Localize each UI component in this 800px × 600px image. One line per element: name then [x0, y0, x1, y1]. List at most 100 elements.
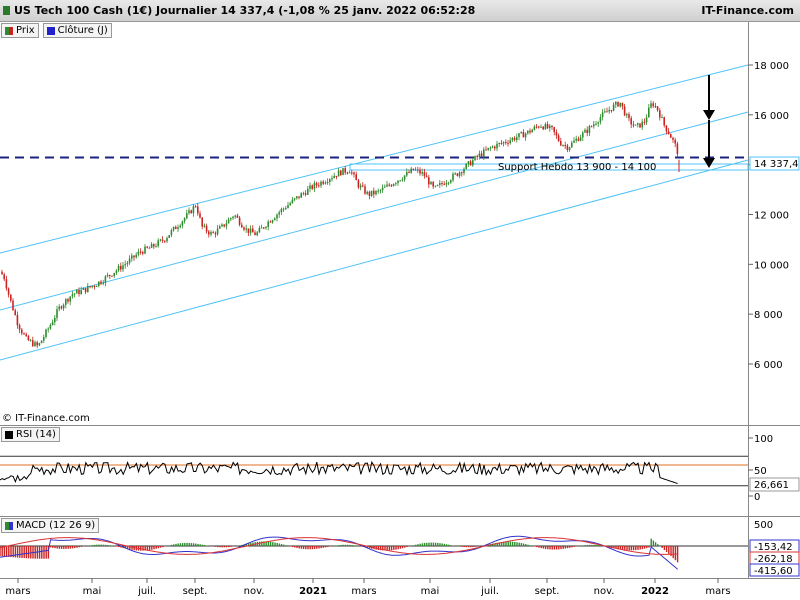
candle-body: [276, 214, 278, 219]
macd-bar: [329, 546, 331, 547]
macd-bar: [148, 546, 151, 551]
macd-bar: [107, 545, 109, 546]
candle-body: [197, 206, 199, 214]
candle-body: [280, 208, 283, 213]
candle-body: [401, 179, 404, 181]
candle-body: [474, 156, 476, 161]
candle-body: [95, 285, 98, 287]
macd-bar: [538, 546, 540, 548]
candle-body: [326, 181, 329, 183]
chart-header: US Tech 100 Cash (1€) Journalier 14 337,…: [0, 0, 800, 22]
candle-body: [355, 174, 357, 181]
candle-body: [364, 186, 366, 194]
candle-body: [100, 281, 102, 284]
macd-bar: [335, 545, 338, 546]
candle-body: [392, 184, 395, 187]
legend-item-close[interactable]: Clôture (J): [42, 23, 112, 38]
candle-body: [29, 340, 32, 342]
candle-body: [300, 193, 302, 198]
candle-body: [518, 133, 520, 138]
price-legend: Prix Clôture (J): [1, 23, 112, 38]
candle-body: [395, 183, 397, 185]
macd-bar: [494, 543, 496, 546]
candle-body: [84, 288, 87, 293]
candle-body: [509, 140, 511, 144]
rsi-label-box[interactable]: RSI (14): [1, 427, 60, 442]
candle-body: [584, 129, 586, 133]
macd-bar: [441, 543, 443, 546]
macd-bar: [617, 546, 619, 549]
candle-body: [643, 121, 646, 123]
candle-body: [111, 275, 113, 277]
candle-body: [133, 255, 135, 258]
candles: [1, 100, 679, 349]
y-tick-label: 16 000: [754, 111, 789, 122]
macd-bar: [232, 546, 234, 547]
candle-body: [234, 215, 236, 217]
legend-item-price[interactable]: Prix: [1, 23, 39, 38]
macd-bar: [144, 546, 146, 551]
candle-body: [150, 244, 153, 248]
candle-body: [575, 138, 577, 141]
candle-body: [612, 104, 615, 111]
macd-bar: [269, 541, 272, 546]
candle-body: [485, 149, 487, 151]
candle-body: [555, 132, 558, 136]
candle-body: [623, 106, 626, 116]
candle-body: [419, 169, 421, 174]
macd-bar: [665, 546, 668, 552]
macd-bar: [382, 546, 384, 551]
candle-body: [142, 251, 144, 254]
candle-body: [645, 117, 648, 123]
candle-body: [342, 168, 344, 176]
macd-label-box[interactable]: MACD (12 26 9): [1, 518, 100, 533]
candle-body: [238, 217, 241, 225]
candle-body: [60, 306, 63, 309]
candle-body: [285, 208, 287, 210]
candle-body: [610, 109, 613, 111]
macd-bar: [412, 545, 415, 546]
macd-bar: [388, 546, 391, 551]
candle-body: [630, 118, 632, 125]
macd-bar: [463, 546, 465, 548]
candle-body: [604, 111, 606, 113]
candle-body: [621, 102, 624, 107]
macd-tick-label: 500: [754, 520, 773, 531]
macd-bar: [621, 546, 624, 550]
macd-bar: [12, 546, 14, 558]
macd-bar: [19, 546, 21, 558]
macd-bar: [21, 546, 23, 558]
macd-bar: [38, 546, 41, 559]
candle-body: [225, 223, 228, 227]
candle-body: [331, 178, 333, 180]
macd-bar: [155, 546, 157, 549]
macd-bar: [450, 545, 452, 546]
macd-bar: [549, 546, 551, 550]
macd-bar: [168, 545, 171, 546]
candle-body: [155, 246, 157, 248]
candle-body: [549, 125, 551, 129]
macd-bar: [56, 546, 58, 549]
candle-body: [588, 126, 591, 134]
candle-body: [577, 138, 580, 141]
candle-body: [608, 109, 610, 112]
macd-bar: [309, 546, 311, 550]
candle-body: [67, 299, 69, 302]
macd-bar: [170, 544, 173, 546]
candle-body: [535, 126, 538, 128]
candle-body: [120, 265, 122, 270]
candle-body: [241, 224, 243, 228]
brand-label[interactable]: IT-Finance.com: [701, 4, 794, 17]
macd-bar: [630, 546, 633, 551]
candle-body: [76, 289, 78, 294]
trend-channel-line: [0, 111, 749, 311]
candle-body: [183, 218, 186, 222]
candle-body: [51, 322, 54, 325]
macd-bar: [65, 546, 67, 549]
macd-bar: [318, 546, 320, 549]
candle-body: [302, 193, 305, 195]
candle-body: [14, 310, 16, 316]
macd-bar: [419, 543, 421, 546]
candle-body: [463, 168, 465, 174]
